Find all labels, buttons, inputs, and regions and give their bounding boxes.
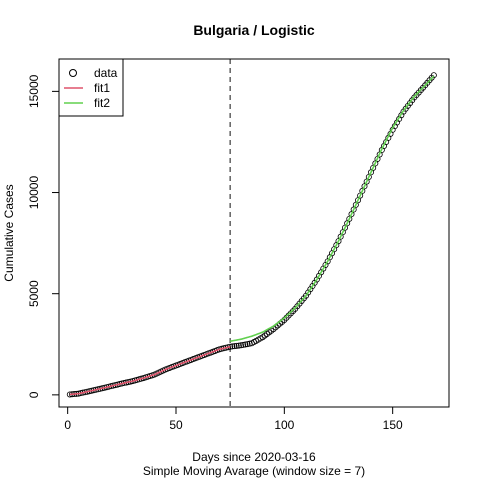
chart-subtitle: Simple Moving Avarage (window size = 7) [143,464,365,478]
data-point [242,341,249,348]
y-tick-label: 5000 [27,280,41,307]
data-point [233,342,240,349]
legend-label-data: data [94,66,118,80]
data-point [240,341,247,348]
chart-title: Bulgaria / Logistic [193,22,315,38]
data-point [235,342,242,349]
x-tick-label: 0 [64,418,71,432]
x-tick-label: 100 [274,418,294,432]
y-axis: 0 5000 10000 15000 [27,74,60,398]
x-tick-label: 50 [169,418,183,432]
data-point [231,343,238,350]
x-tick-label: 150 [383,418,403,432]
legend-label-fit1: fit1 [94,81,110,95]
x-axis: 0 50 100 150 [64,406,403,432]
legend-marker-data [69,69,77,77]
data-point [244,341,251,348]
series-line-fit1 [69,345,231,396]
legend-label-fit2: fit2 [94,96,110,110]
y-tick-label: 15000 [27,74,41,108]
x-axis-label: Days since 2020-03-16 [192,450,316,464]
y-axis-label: Cumulative Cases [2,184,16,281]
series-line-fit2 [230,75,435,343]
y-tick-label: 10000 [27,176,41,210]
data-point [237,342,244,349]
y-tick-label: 0 [27,391,41,398]
data-point [430,72,437,79]
